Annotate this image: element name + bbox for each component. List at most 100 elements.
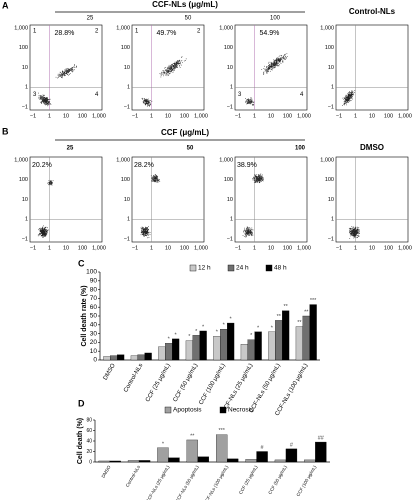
event-dot [248, 99, 250, 101]
x-tick-label: 1,000 [194, 245, 208, 251]
event-dot [175, 64, 177, 66]
event-dot [258, 180, 260, 182]
event-dot [276, 62, 278, 63]
event-dot [280, 57, 282, 59]
event-dot [268, 65, 270, 67]
event-dot [259, 176, 260, 178]
event-dot [351, 95, 353, 97]
event-dot [43, 236, 45, 237]
event-dot [71, 70, 72, 71]
event-dot [273, 67, 275, 69]
event-dot [44, 228, 45, 230]
event-dot [249, 230, 251, 232]
event-dot [175, 67, 177, 68]
event-dot [349, 100, 350, 102]
event-dot [156, 181, 158, 183]
event-dot [145, 233, 147, 234]
event-dot [40, 231, 41, 232]
event-dot [254, 181, 256, 182]
event-dot [351, 233, 353, 235]
event-dot [144, 230, 145, 231]
event-dot [38, 97, 39, 99]
event-dot [258, 179, 259, 181]
event-dot [62, 71, 64, 72]
event-dot [45, 234, 47, 236]
event-dot [168, 68, 170, 70]
event-dot [257, 176, 259, 178]
bar [127, 460, 140, 463]
event-dot [351, 94, 352, 96]
event-dot [282, 60, 284, 62]
event-dot [171, 68, 173, 70]
y-tick-label: 80 [86, 417, 92, 423]
event-dot [354, 233, 356, 235]
event-dot [73, 69, 75, 71]
event-dot [278, 64, 279, 66]
event-dot [166, 67, 168, 68]
event-dot [277, 59, 279, 60]
panel-label: C [78, 258, 85, 268]
event-dot [49, 102, 51, 104]
event-dot [350, 230, 351, 232]
event-dot [141, 232, 143, 234]
event-dot [48, 102, 49, 103]
event-dot [47, 97, 48, 99]
bar [185, 340, 193, 361]
event-dot [260, 177, 262, 179]
event-dot [354, 231, 356, 233]
event-dot [44, 231, 46, 232]
event-dot [357, 232, 358, 234]
event-dot [350, 233, 352, 235]
event-dot [257, 178, 258, 180]
event-dot [245, 233, 247, 234]
event-dot [62, 73, 64, 74]
event-dot [45, 104, 47, 106]
event-dot [148, 102, 149, 103]
event-dot [153, 177, 155, 179]
event-dot [275, 64, 277, 66]
event-dot [46, 233, 48, 234]
x-tick-label: CCF-NLs (25 μg/mL) [145, 464, 171, 500]
event-dot [354, 232, 356, 234]
event-dot [42, 97, 44, 99]
event-dot [170, 70, 172, 71]
event-dot [154, 177, 156, 179]
event-dot [245, 235, 247, 237]
event-dot [146, 227, 148, 229]
x-tick-label: 100 [78, 245, 87, 251]
event-dot [353, 228, 355, 230]
bar [130, 355, 138, 361]
y-tick-label: 1,000 [219, 157, 233, 163]
event-dot [275, 60, 276, 61]
event-dot [40, 233, 41, 235]
event-dot [67, 70, 69, 72]
y-tick-label: 1 [25, 217, 28, 223]
event-dot [357, 230, 359, 231]
y-tick-label: 10 [227, 197, 233, 203]
event-dot [149, 105, 151, 106]
event-dot [44, 228, 46, 230]
event-dot [355, 232, 357, 234]
y-tick-label: −1 [22, 104, 28, 110]
event-dot [346, 99, 347, 101]
event-dot [61, 75, 62, 76]
event-dot [246, 234, 247, 236]
event-dot [49, 183, 50, 185]
event-dot [354, 236, 356, 238]
event-dot [39, 233, 41, 235]
event-dot [50, 182, 52, 184]
event-dot [174, 69, 175, 71]
bar [144, 352, 152, 361]
event-dot [256, 180, 258, 182]
event-dot [149, 101, 151, 103]
event-dot [351, 92, 353, 94]
y-tick-label: 10 [328, 197, 334, 203]
event-dot [352, 94, 354, 95]
event-dot [247, 230, 249, 232]
event-dot [342, 105, 343, 106]
event-dot [177, 61, 179, 63]
event-dot [266, 69, 267, 71]
event-dot [344, 96, 346, 97]
event-dot [46, 234, 48, 235]
event-dot [40, 95, 42, 97]
